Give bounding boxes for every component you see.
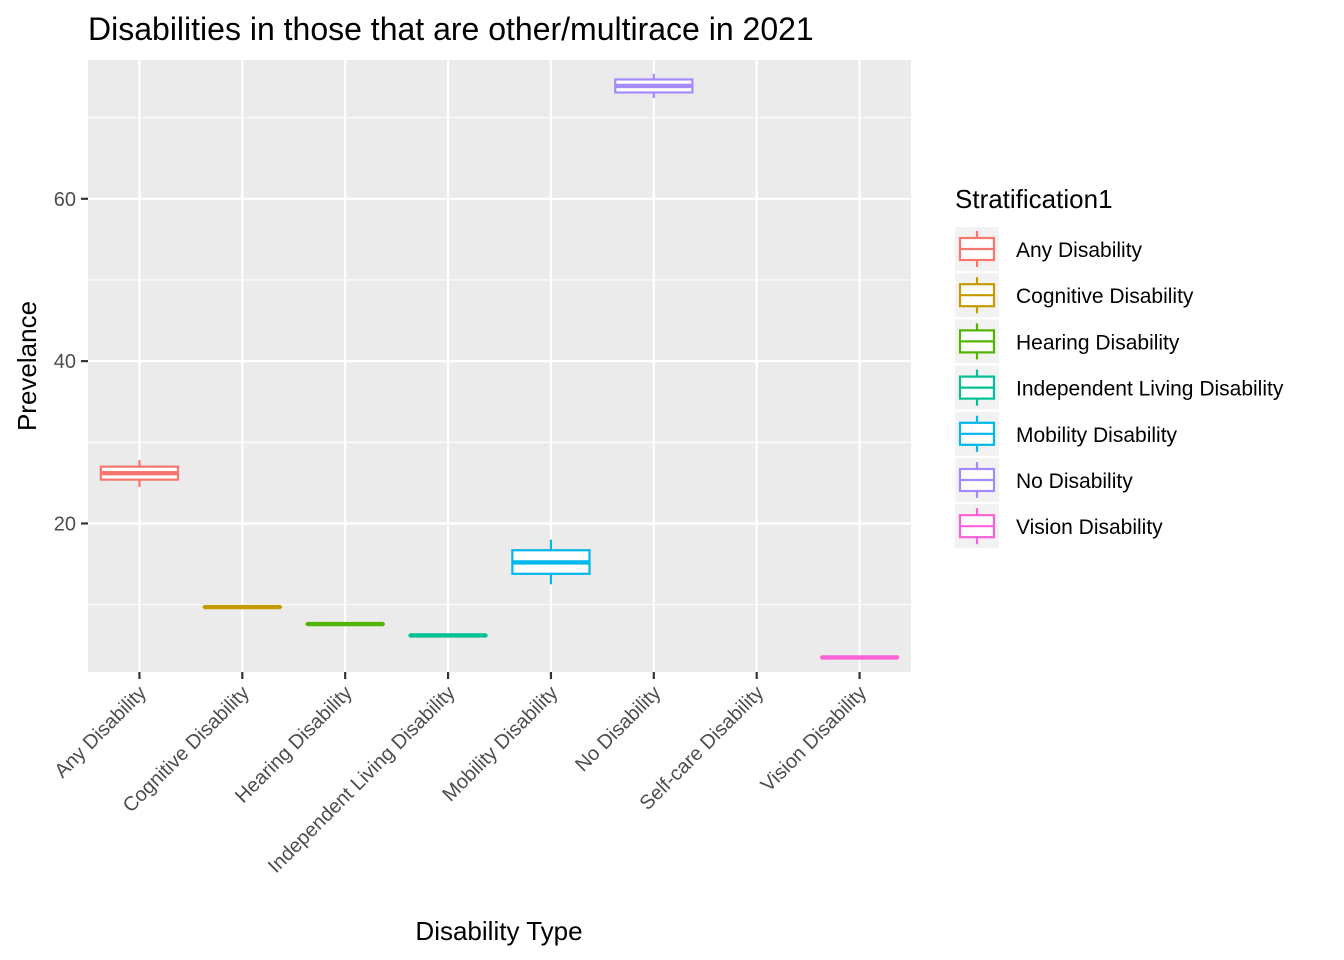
- y-tick-label: 60: [54, 189, 76, 211]
- y-tick-label: 40: [54, 351, 76, 373]
- legend-label: Mobility Disability: [1016, 424, 1178, 447]
- boxplot: [99, 460, 180, 487]
- boxplot: [614, 73, 694, 99]
- legend-label: Independent Living Disability: [1016, 378, 1284, 401]
- boxplots: [99, 73, 900, 660]
- chart-title: Disabilities in those that are other/mul…: [88, 11, 814, 47]
- y-axis-title: Prevelance: [12, 301, 42, 431]
- legend-item: Cognitive Disability: [955, 273, 1194, 318]
- legend-items: Any Disability Cognitive Disability Hearin…: [955, 227, 1284, 549]
- legend-label: Vision Disability: [1016, 516, 1163, 539]
- legend-title: Stratification1: [955, 184, 1113, 214]
- boxplot: [511, 539, 591, 585]
- y-tick-label: 20: [54, 513, 76, 535]
- legend-label: No Disability: [1016, 470, 1133, 493]
- x-axis-title: Disability Type: [415, 916, 582, 946]
- legend-item: Mobility Disability: [955, 411, 1178, 456]
- legend-item: No Disability: [955, 458, 1133, 502]
- legend-label: Any Disability: [1016, 239, 1143, 262]
- legend-label: Cognitive Disability: [1016, 285, 1194, 308]
- grid-lines: [88, 60, 911, 672]
- legend-item: Independent Living Disability: [955, 365, 1284, 410]
- legend-item: Any Disability: [955, 227, 1143, 271]
- y-axis: 20 40 60: [54, 189, 88, 535]
- legend-item: Vision Disability: [955, 504, 1163, 549]
- legend: Stratification1 Any Disability Cognitive …: [955, 184, 1284, 549]
- plot-panel: [88, 60, 911, 672]
- legend-item: Hearing Disability: [955, 319, 1180, 364]
- legend-label: Hearing Disability: [1016, 331, 1180, 354]
